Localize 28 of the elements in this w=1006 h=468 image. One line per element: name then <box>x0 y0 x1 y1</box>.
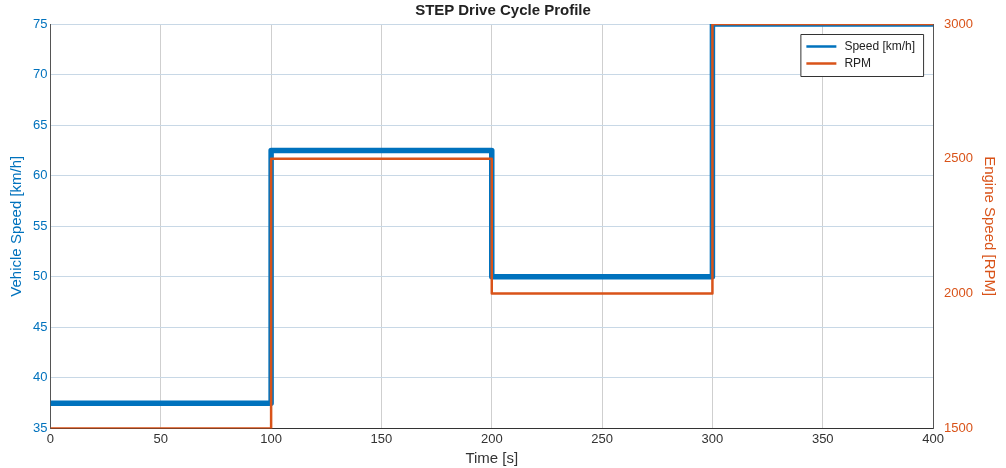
x-tick-label: 250 <box>591 430 613 446</box>
x-tick-label: 400 <box>922 430 944 446</box>
y-tick-label: 55 <box>32 217 48 233</box>
x-tick-label: 350 <box>811 430 834 446</box>
legend-label: Speed [km/h] <box>844 38 916 53</box>
y-tick-label: 60 <box>32 167 48 183</box>
x-tick-label: 200 <box>480 430 503 446</box>
y-tick-label: 70 <box>32 66 48 82</box>
y2-tick-label: 2000 <box>944 285 973 301</box>
y-tick-label: 65 <box>32 116 48 132</box>
y-tick-label: 40 <box>32 369 48 385</box>
legend-label: RPM <box>844 55 872 70</box>
y-tick-label: 50 <box>32 268 48 284</box>
x-tick-label: 0 <box>46 430 55 446</box>
x-tick-label: 50 <box>153 430 169 446</box>
y-tick-label: 35 <box>32 419 48 435</box>
y2-tick-label: 3000 <box>944 15 973 31</box>
y-tick-label: 75 <box>32 15 48 31</box>
x-axis-title: Time [s] <box>465 449 519 467</box>
y2-tick-label: 2500 <box>944 150 973 166</box>
x-tick-label: 100 <box>260 430 282 446</box>
y2-tick-label: 1500 <box>944 419 973 435</box>
x-tick-label: 300 <box>701 430 724 446</box>
x-tick-label: 150 <box>370 430 393 446</box>
y2-axis-title: Engine Speed [RPM] <box>981 156 999 297</box>
y-tick-label: 45 <box>32 318 48 334</box>
y-axis-title: Vehicle Speed [km/h] <box>7 155 25 297</box>
chart-title: STEP Drive Cycle Profile <box>415 1 591 19</box>
